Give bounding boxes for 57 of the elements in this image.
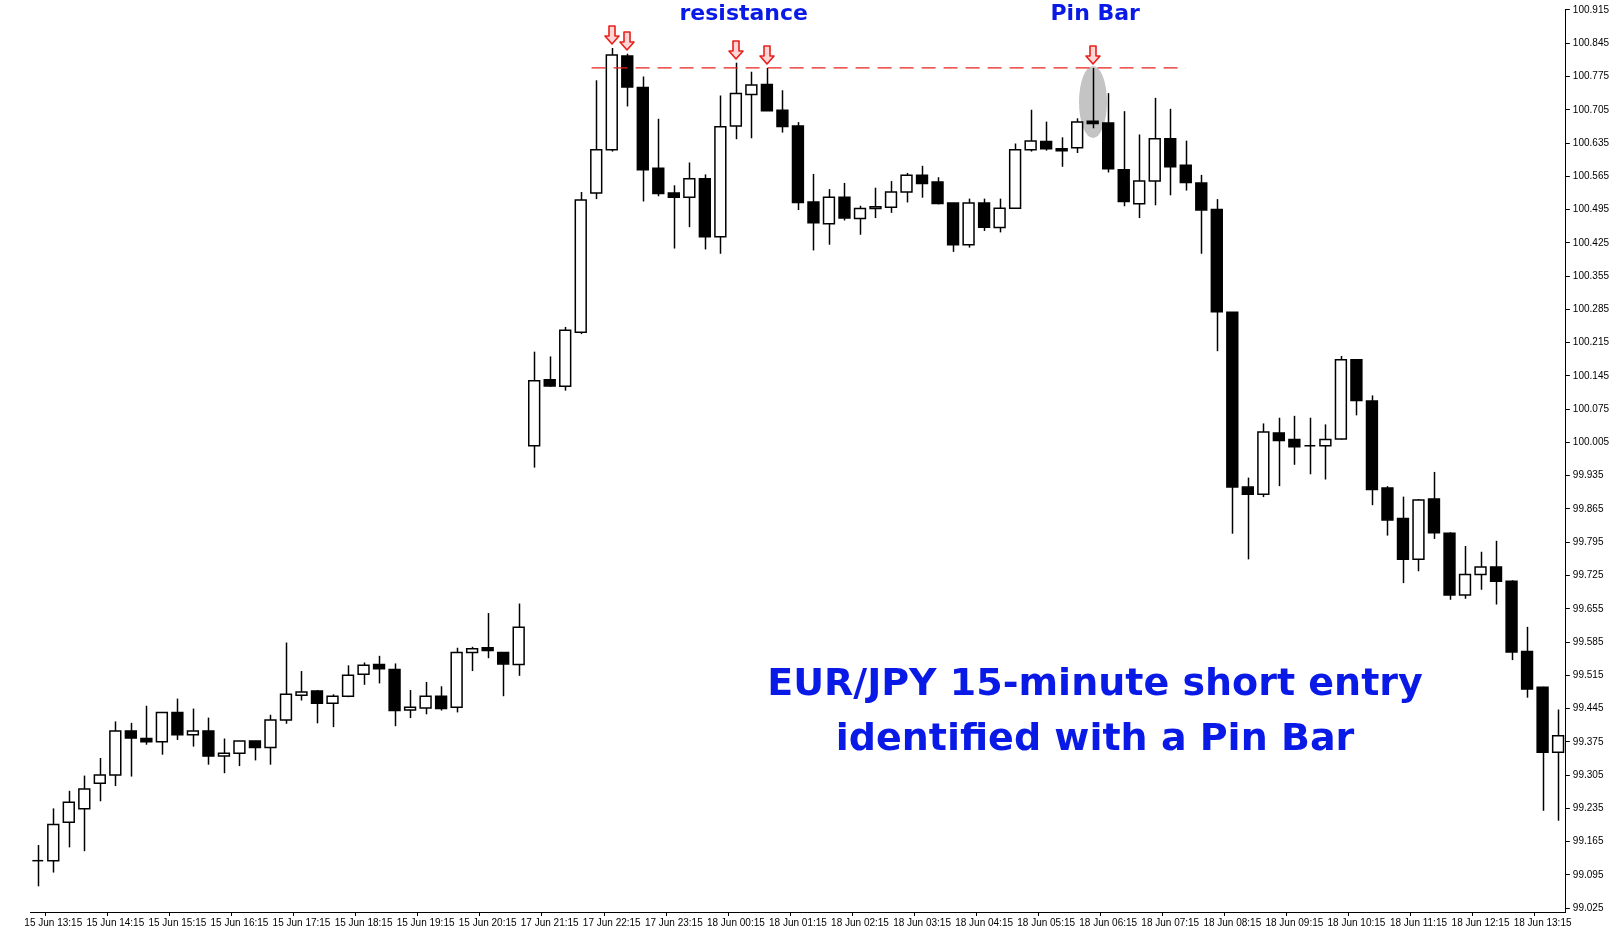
x-tick-label: 18 Jun 00:15 [706,916,766,928]
x-tick-label: 18 Jun 01:15 [769,916,828,928]
x-tick-label: 18 Jun 03:15 [893,916,952,928]
y-tick-label: 100.285 [1572,303,1610,315]
annotation: resistance [679,0,808,25]
y-tick-label: 100.565 [1572,170,1610,182]
y-tick-label: 100.705 [1572,103,1610,115]
x-tick-label: 18 Jun 13:15 [1513,916,1572,928]
x-tick-label: 15 Jun 20:15 [458,916,517,928]
y-tick-label: 100.215 [1572,336,1610,348]
y-tick-label: 99.025 [1572,901,1604,913]
y-tick-label: 99.865 [1572,502,1604,514]
x-tick-label: 17 Jun 22:15 [582,916,642,928]
y-tick-label: 99.375 [1572,735,1604,747]
x-tick-label: 17 Jun 23:15 [644,916,704,928]
x-tick-label: 18 Jun 04:15 [955,916,1014,928]
x-tick-label: 17 Jun 21:15 [520,916,580,928]
x-tick-label: 18 Jun 06:15 [1079,916,1138,928]
x-tick-label: 18 Jun 05:15 [1017,916,1076,928]
x-tick-label: 15 Jun 13:15 [24,916,83,928]
y-tick-label: 99.795 [1572,536,1604,547]
y-tick-label: 99.165 [1572,835,1604,847]
x-tick-label: 18 Jun 08:15 [1203,916,1262,928]
y-tick-label: 99.725 [1572,569,1604,581]
y-tick-label: 99.585 [1572,635,1604,647]
y-tick-label: 99.305 [1572,768,1604,780]
x-tick-label: 15 Jun 18:15 [334,916,393,928]
x-tick-label: 15 Jun 17:15 [272,916,331,928]
candlestick [1303,416,1317,476]
y-tick-label: 100.775 [1572,70,1610,82]
annotation: Pin Bar [1050,0,1140,25]
y-tick-label: 99.515 [1572,669,1604,681]
y-tick-label: 100.845 [1572,36,1610,48]
x-tick-label: 15 Jun 14:15 [86,916,145,928]
x-tick-label: 15 Jun 19:15 [396,916,455,928]
x-tick-label: 18 Jun 07:15 [1141,916,1200,928]
y-tick-label: 100.145 [1572,369,1610,381]
y-tick-label: 100.495 [1572,203,1610,215]
y-tick-label: 100.425 [1572,236,1610,248]
x-tick-label: 18 Jun 10:15 [1327,916,1386,928]
x-tick-label: 15 Jun 15:15 [148,916,207,928]
x-tick-label: 18 Jun 12:15 [1451,916,1510,928]
y-tick-label: 100.355 [1572,269,1610,281]
y-tick-label: 99.935 [1572,469,1604,481]
x-tick-label: 18 Jun 11:15 [1389,916,1448,928]
annotation: EUR/JPY 15-minute short entry identified with a Pin Bar [766,659,1424,762]
x-tick-label: 15 Jun 16:15 [210,916,269,928]
y-tick-label: 99.095 [1572,868,1604,880]
y-tick-label: 100.915 [1572,3,1610,15]
y-tick-label: 100.635 [1572,136,1610,148]
y-tick-label: 99.655 [1572,602,1604,614]
x-tick-label: 18 Jun 02:15 [831,916,890,928]
y-tick-label: 100.005 [1572,436,1610,448]
y-tick-label: 99.445 [1572,702,1604,714]
x-tick-label: 18 Jun 09:15 [1265,916,1324,928]
y-tick-label: 99.235 [1572,802,1604,814]
y-tick-label: 100.075 [1572,402,1610,414]
